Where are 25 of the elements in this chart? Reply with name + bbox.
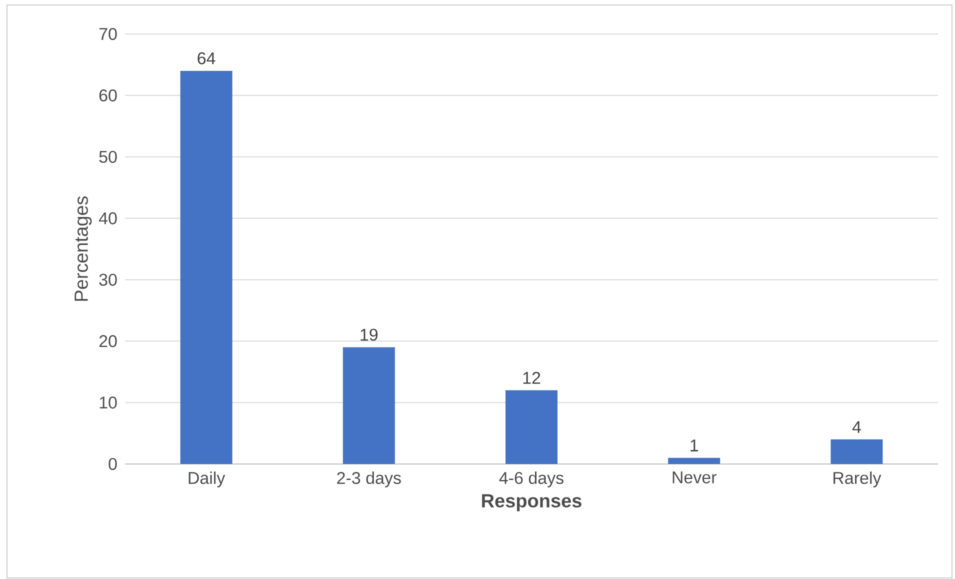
data-label: 1 [690,440,698,452]
x-tick-label: Rarely [834,472,882,488]
x-tick-label: 2-3 days [337,472,401,488]
bar [830,439,883,464]
data-label: 4 [852,421,861,433]
y-tick-label: 60 [99,89,117,102]
bar [506,390,558,464]
bar [180,70,232,464]
y-tick-label: 20 [99,335,117,348]
x-tick-label: 4-6 days [499,472,564,488]
y-tick-label: 50 [99,150,117,163]
data-label: 64 [198,52,216,64]
bar [668,458,720,464]
y-tick-label: 40 [98,212,117,224]
y-tick-label: 0 [108,458,117,470]
y-tick-label: 10 [100,396,117,409]
x-tick-label: Never [672,472,716,484]
y-axis-title: Percentages [74,196,92,301]
x-axis-title: Responses [482,494,582,512]
data-label: 12 [523,372,540,384]
data-label: 19 [360,328,378,341]
y-tick-label: 30 [99,274,117,286]
y-tick-label: 70 [99,28,117,40]
bar [342,347,395,464]
x-tick-label: Daily [188,472,226,488]
